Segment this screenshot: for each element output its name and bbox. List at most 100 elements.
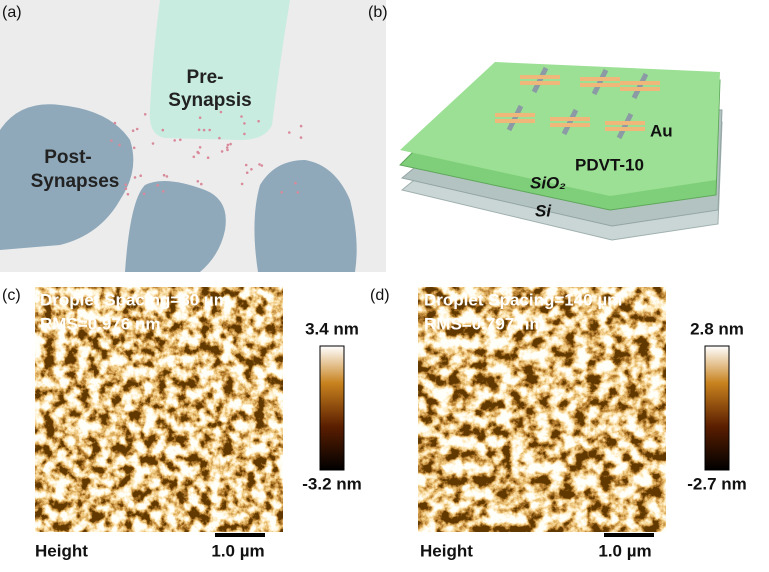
dot — [244, 163, 248, 167]
dot — [124, 187, 128, 190]
dot — [110, 139, 113, 142]
dot — [126, 192, 130, 196]
dot — [202, 128, 206, 132]
pre-synapse — [149, 0, 290, 140]
dot — [118, 143, 121, 147]
dot — [258, 163, 261, 166]
dot — [179, 138, 182, 142]
colorbar-max: 3.4 nm — [305, 319, 359, 338]
dot — [196, 150, 199, 154]
drain — [620, 87, 660, 91]
panel-label: (c) — [2, 287, 21, 304]
gate — [591, 68, 609, 96]
drain — [495, 119, 535, 123]
dot — [161, 128, 165, 132]
drain — [580, 83, 620, 87]
dot — [226, 148, 229, 152]
dot — [151, 142, 155, 145]
afm-title: Droplet Spacing=140 µm — [424, 290, 622, 309]
dot — [206, 156, 210, 159]
colorbar — [319, 345, 345, 471]
afm-rms: RMS=0.976 nm — [40, 314, 160, 333]
dot — [139, 174, 142, 177]
sio2-label: SiO₂ — [530, 173, 566, 192]
channel-label: Height — [420, 541, 473, 560]
scale-bar-label: 1.0 µm — [211, 541, 264, 560]
source — [620, 81, 660, 85]
panel-label: (a) — [2, 4, 22, 21]
dot — [133, 176, 137, 179]
dot — [226, 143, 230, 147]
dot — [142, 192, 146, 196]
pdvt-top — [400, 62, 720, 196]
dot — [192, 155, 196, 159]
dot — [250, 168, 253, 171]
pre-label: Synapsis — [168, 90, 251, 111]
dot — [240, 182, 244, 186]
dot — [198, 146, 202, 149]
panel-a: (a) Pre- Synapsis Post- Synapses — [0, 0, 386, 272]
dot — [260, 164, 264, 167]
gate — [561, 108, 579, 136]
panel-label: (b) — [368, 4, 388, 21]
dot — [131, 129, 135, 132]
dot — [229, 142, 232, 146]
dot — [156, 183, 159, 187]
dot — [124, 183, 127, 186]
pdvt-label: PDVT-10 — [575, 155, 644, 174]
dot — [196, 180, 200, 183]
dot — [200, 182, 203, 186]
source — [580, 77, 620, 81]
colorbar — [704, 345, 730, 471]
post-label: Synapses — [31, 171, 120, 192]
scale-bar-label: 1.0 µm — [598, 541, 651, 560]
colorbar-max: 2.8 nm — [690, 319, 744, 338]
dot — [162, 173, 166, 177]
dot — [243, 132, 246, 136]
drain — [605, 127, 645, 131]
au-label: Au — [650, 121, 673, 140]
dot — [296, 191, 300, 194]
panel-d: (d) Droplet Spacing=140 µm RMS=0.797 nm … — [370, 287, 747, 560]
colorbar-min: -2.7 nm — [687, 474, 747, 493]
dot — [299, 136, 303, 139]
source — [495, 113, 535, 117]
dot — [280, 191, 284, 194]
source — [520, 75, 560, 79]
post-synapse — [0, 104, 134, 251]
dot — [197, 128, 201, 132]
dot — [173, 139, 176, 142]
post-synapse — [125, 181, 226, 272]
dot — [113, 121, 117, 125]
dot — [243, 122, 246, 125]
dot — [162, 190, 165, 193]
panel-label: (d) — [370, 287, 390, 304]
dot — [143, 113, 147, 116]
afm-title: Droplet Spacing=80 µm — [40, 290, 229, 309]
dot — [198, 116, 202, 119]
panel-b: (b) Au PDVT-10 SiO₂ Si — [368, 4, 723, 241]
dot — [245, 171, 249, 174]
gate — [531, 66, 549, 94]
drain — [520, 81, 560, 85]
electrodes — [495, 66, 660, 140]
dot — [218, 136, 221, 140]
si-label: Si — [535, 201, 552, 220]
dot — [220, 150, 224, 153]
dot — [288, 131, 291, 134]
panel-c: (c) Droplet Spacing=80 µm RMS=0.976 nm 3… — [2, 287, 362, 560]
dot — [135, 127, 139, 131]
gate — [616, 112, 634, 140]
post-synapse — [254, 160, 357, 272]
dot — [240, 115, 243, 118]
channel-label: Height — [35, 541, 88, 560]
dot — [299, 124, 303, 128]
gate — [506, 104, 524, 132]
pre-label: Pre- — [187, 67, 224, 88]
dot — [225, 146, 229, 149]
neurotransmitters — [110, 110, 303, 196]
source — [605, 121, 645, 125]
afm-rms: RMS=0.797 nm — [424, 314, 544, 333]
dot — [208, 128, 211, 132]
